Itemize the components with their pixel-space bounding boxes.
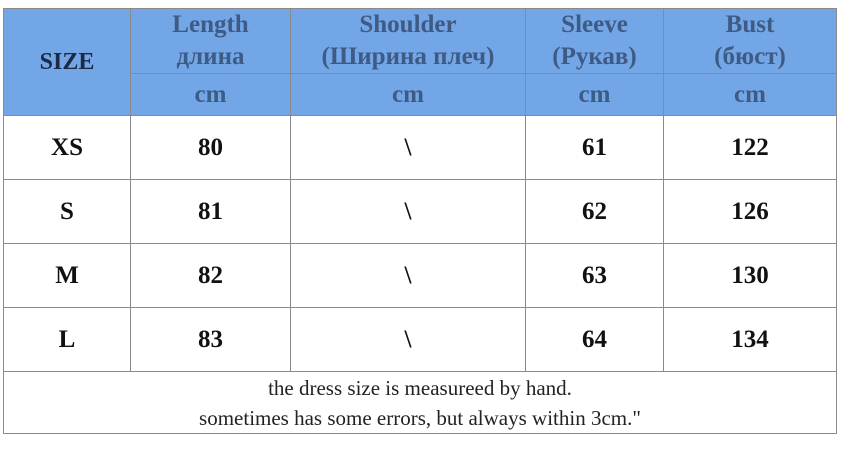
value-cell: 81 bbox=[130, 179, 291, 244]
unit-cell: cm bbox=[290, 73, 526, 116]
column-name-ru: (бюст) bbox=[714, 43, 786, 70]
column-header: Shoulder (Ширина плеч) bbox=[290, 8, 526, 74]
size-cell: XS bbox=[3, 115, 131, 180]
data-row: S 81 \ 62 126 bbox=[3, 179, 837, 244]
column-name-ru: (Рукав) bbox=[552, 43, 637, 70]
size-chart: SIZE Length длина Shoulder (Ширина плеч) Slee… bbox=[3, 8, 837, 434]
value-cell: 134 bbox=[663, 307, 837, 372]
size-header: SIZE bbox=[3, 8, 131, 116]
column-header: Sleeve (Рукав) bbox=[525, 8, 664, 74]
value-cell: 80 bbox=[130, 115, 291, 180]
size-table: SIZE Length длина Shoulder (Ширина плеч) Slee… bbox=[3, 8, 837, 434]
data-row: L 83 \ 64 134 bbox=[3, 307, 837, 372]
unit-cell: cm bbox=[525, 73, 664, 116]
header-row: SIZE Length длина Shoulder (Ширина плеч) Slee… bbox=[3, 8, 837, 116]
footer-note: the dress size is measureed by hand. some… bbox=[3, 371, 837, 434]
value-cell: 61 bbox=[525, 115, 664, 180]
footer-row: the dress size is measureed by hand. some… bbox=[3, 371, 837, 434]
column-name-ru: (Ширина плеч) bbox=[321, 43, 495, 70]
unit-cell: cm bbox=[663, 73, 837, 116]
size-cell: M bbox=[3, 243, 131, 308]
value-cell: \ bbox=[290, 179, 526, 244]
size-cell: L bbox=[3, 307, 131, 372]
value-cell: 82 bbox=[130, 243, 291, 308]
value-cell: \ bbox=[290, 243, 526, 308]
size-cell: S bbox=[3, 179, 131, 244]
footer-line: sometimes has some errors, but always wi… bbox=[199, 405, 641, 430]
value-cell: 126 bbox=[663, 179, 837, 244]
value-cell: 63 bbox=[525, 243, 664, 308]
column-name-ru: длина bbox=[176, 43, 245, 70]
value-cell: \ bbox=[290, 115, 526, 180]
value-cell: 83 bbox=[130, 307, 291, 372]
column-header: Bust (бюст) bbox=[663, 8, 837, 74]
value-cell: 122 bbox=[663, 115, 837, 180]
value-cell: 62 bbox=[525, 179, 664, 244]
column-name: Bust bbox=[725, 11, 775, 38]
unit-row: cm cm cm cm bbox=[4, 73, 837, 116]
column-name: Length bbox=[172, 11, 249, 38]
value-cell: 64 bbox=[525, 307, 664, 372]
column-name: Sleeve bbox=[561, 11, 628, 38]
value-cell: \ bbox=[290, 307, 526, 372]
data-row: XS 80 \ 61 122 bbox=[3, 115, 837, 180]
value-cell: 130 bbox=[663, 243, 837, 308]
footer-line: the dress size is measureed by hand. bbox=[268, 375, 572, 400]
column-header: Length длина bbox=[130, 8, 291, 74]
column-name: Shoulder bbox=[359, 11, 457, 38]
unit-cell: cm bbox=[130, 73, 291, 116]
data-row: M 82 \ 63 130 bbox=[3, 243, 837, 308]
